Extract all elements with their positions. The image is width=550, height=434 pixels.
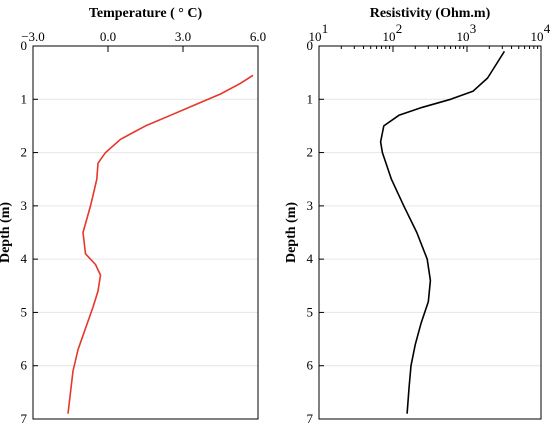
y-tick-label: 7: [307, 411, 314, 426]
y-tick-label: 2: [21, 145, 28, 160]
temperature-plot: 0 1 2 3 4 5 6 7 −3.0 0.0 3.0 6.0 Temperature ( ° C) D…: [0, 6, 266, 426]
x-tick-label: 0.0: [100, 29, 116, 44]
x-tick-label: 10: [309, 29, 322, 44]
plot-frame: [318, 45, 542, 420]
x-tick-exponent: 4: [544, 21, 550, 36]
x-tick-label: −3.0: [21, 29, 45, 44]
x-tick-label: 6.0: [250, 29, 266, 44]
y-tick-label: 1: [21, 91, 28, 106]
chart-title: Resistivity (Ohm.m): [370, 6, 491, 21]
y-axis-label: Depth (m): [0, 202, 13, 263]
x-tick-label: 10: [383, 29, 396, 44]
x-tick-exponent: 2: [396, 21, 403, 36]
y-tick-label: 7: [21, 411, 28, 426]
y-tick-label: 4: [307, 251, 314, 266]
y-tick-label: 0: [307, 38, 314, 53]
series-line: [67, 74, 254, 414]
y-tick-label: 1: [307, 91, 314, 106]
y-tick-label: 3: [21, 198, 28, 213]
plot-frame: [32, 45, 259, 420]
x-tick-label: 3.0: [175, 29, 191, 44]
series-line: [379, 50, 506, 414]
x-tick-label: 10: [457, 29, 470, 44]
x-tick-exponent: 3: [470, 21, 477, 36]
x-tick-label: 10: [531, 29, 544, 44]
y-tick-label: 4: [21, 251, 28, 266]
y-tick-label: 6: [21, 358, 28, 373]
chart-title: Temperature ( ° C): [89, 6, 203, 21]
y-tick-label: 6: [307, 358, 314, 373]
y-tick-label: 0: [21, 38, 28, 53]
y-tick-label: 5: [21, 304, 28, 319]
y-tick-label: 2: [307, 145, 314, 160]
y-axis-label: Depth (m): [284, 202, 299, 263]
x-tick-exponent: 1: [322, 21, 329, 36]
y-tick-label: 3: [307, 198, 314, 213]
y-tick-label: 5: [307, 304, 314, 319]
